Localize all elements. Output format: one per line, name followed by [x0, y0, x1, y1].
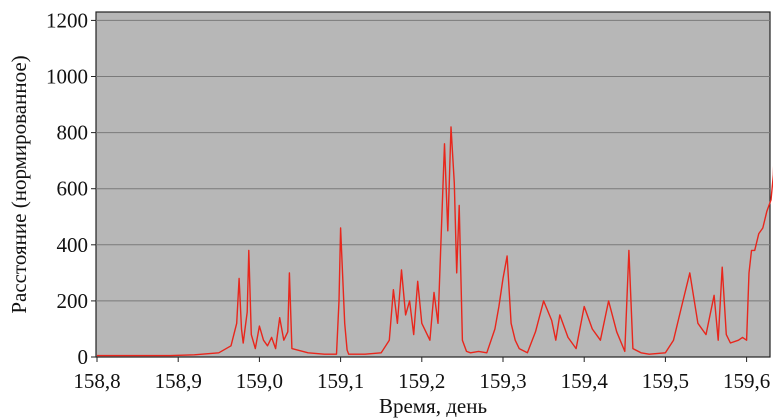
x-axis-ticks: 158,8 158,9 159,0 159,1 159,2 159,3 159,4 159,5…: [73, 357, 770, 393]
gridlines: [96, 19, 770, 302]
y-axis-title: Расстояние (нормированное): [7, 55, 31, 313]
x-tick-label: 159,3: [479, 369, 526, 393]
y-tick-label: 400: [57, 233, 89, 257]
y-tick-label: 800: [57, 121, 89, 145]
x-tick-label: 159,4: [561, 369, 609, 393]
y-tick-label: 600: [57, 177, 89, 201]
series-line: [97, 126, 773, 357]
x-tick-label: 159,0: [236, 369, 283, 393]
y-axis-ticks: 0 200 400 600 800 1000 1200: [46, 8, 96, 369]
x-tick-label: 159,5: [642, 369, 689, 393]
y-tick-label: 1000: [46, 65, 88, 89]
x-tick-label: 158,9: [155, 369, 202, 393]
x-tick-label: 159,2: [398, 369, 445, 393]
y-tick-label: 200: [57, 289, 89, 313]
x-tick-label: 159,1: [317, 369, 364, 393]
y-tick-label: 0: [78, 345, 89, 369]
x-axis-title: Время, день: [379, 394, 487, 418]
x-tick-label: 159,6: [723, 369, 770, 393]
y-tick-label: 1200: [46, 8, 88, 32]
x-tick-label: 158,8: [73, 369, 120, 393]
